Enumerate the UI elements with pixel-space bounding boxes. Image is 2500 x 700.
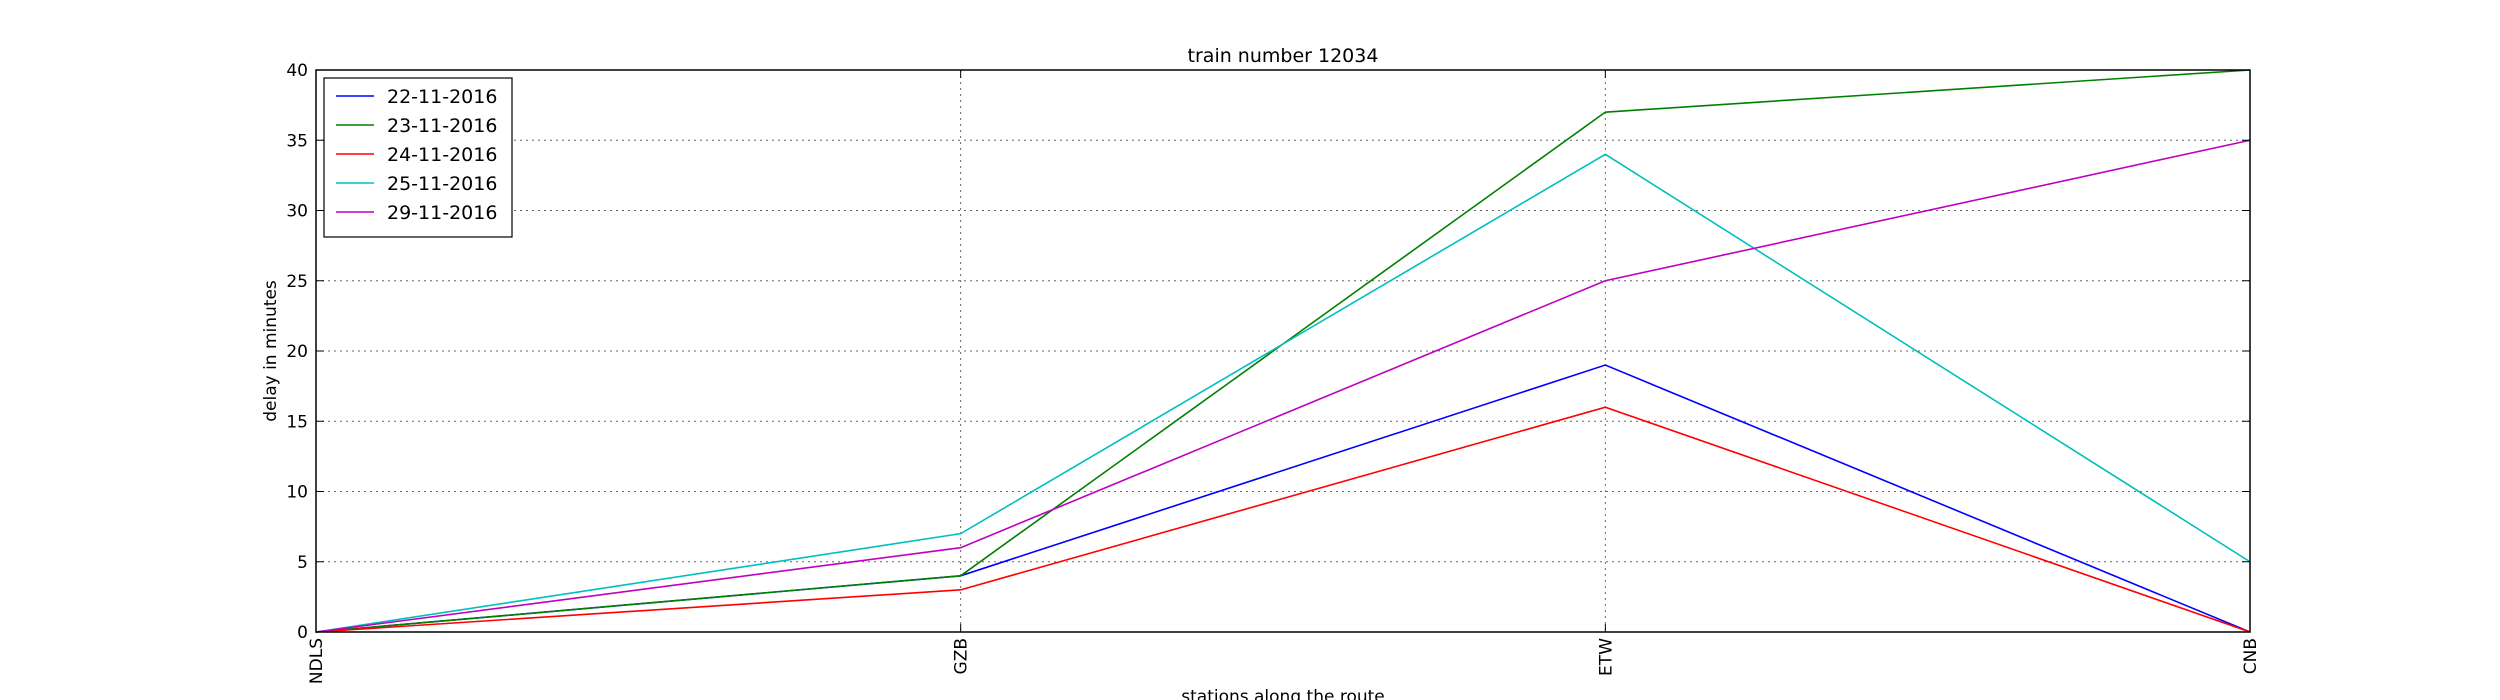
- chart-title: train number 12034: [1188, 45, 1379, 67]
- y-tick-label: 10: [286, 483, 308, 503]
- legend-label: 23-11-2016: [387, 115, 497, 137]
- x-tick-label: CNB: [2241, 638, 2261, 674]
- y-axis-label: delay in minutes: [261, 280, 281, 422]
- y-tick-label: 0: [297, 623, 308, 643]
- series-lines: [315, 69, 2251, 633]
- y-axis-ticks: 0 5 10 15 20 25 30 35 40: [286, 61, 2250, 643]
- x-tick-label: ETW: [1596, 638, 1616, 676]
- y-tick-label: 35: [286, 131, 308, 151]
- y-tick-label: 30: [286, 202, 308, 222]
- y-tick-label: 40: [286, 61, 308, 81]
- legend-label: 22-11-2016: [387, 86, 497, 108]
- legend-label: 24-11-2016: [387, 144, 497, 166]
- x-axis-label: stations along the route: [1181, 687, 1385, 700]
- legend-label: 29-11-2016: [387, 202, 497, 224]
- series-line-25-11-2016: [315, 153, 2251, 633]
- legend-box: [323, 77, 513, 238]
- x-tick-label: GZB: [952, 638, 972, 674]
- y-tick-label: 15: [286, 412, 308, 432]
- y-tick-label: 20: [286, 342, 308, 362]
- series-line-29-11-2016: [315, 139, 2251, 633]
- y-tick-label: 5: [297, 553, 308, 573]
- x-axis-ticks: NDLS GZB ETW CNB: [307, 70, 2261, 684]
- grid-lines: [315, 69, 2251, 633]
- series-line-24-11-2016: [315, 406, 2251, 633]
- legend-label: 25-11-2016: [387, 173, 497, 195]
- x-tick-label: NDLS: [307, 638, 327, 684]
- y-tick-label: 25: [286, 272, 308, 292]
- legend: 22-11-2016 23-11-2016 24-11-2016 25-11-2016…: [323, 77, 513, 238]
